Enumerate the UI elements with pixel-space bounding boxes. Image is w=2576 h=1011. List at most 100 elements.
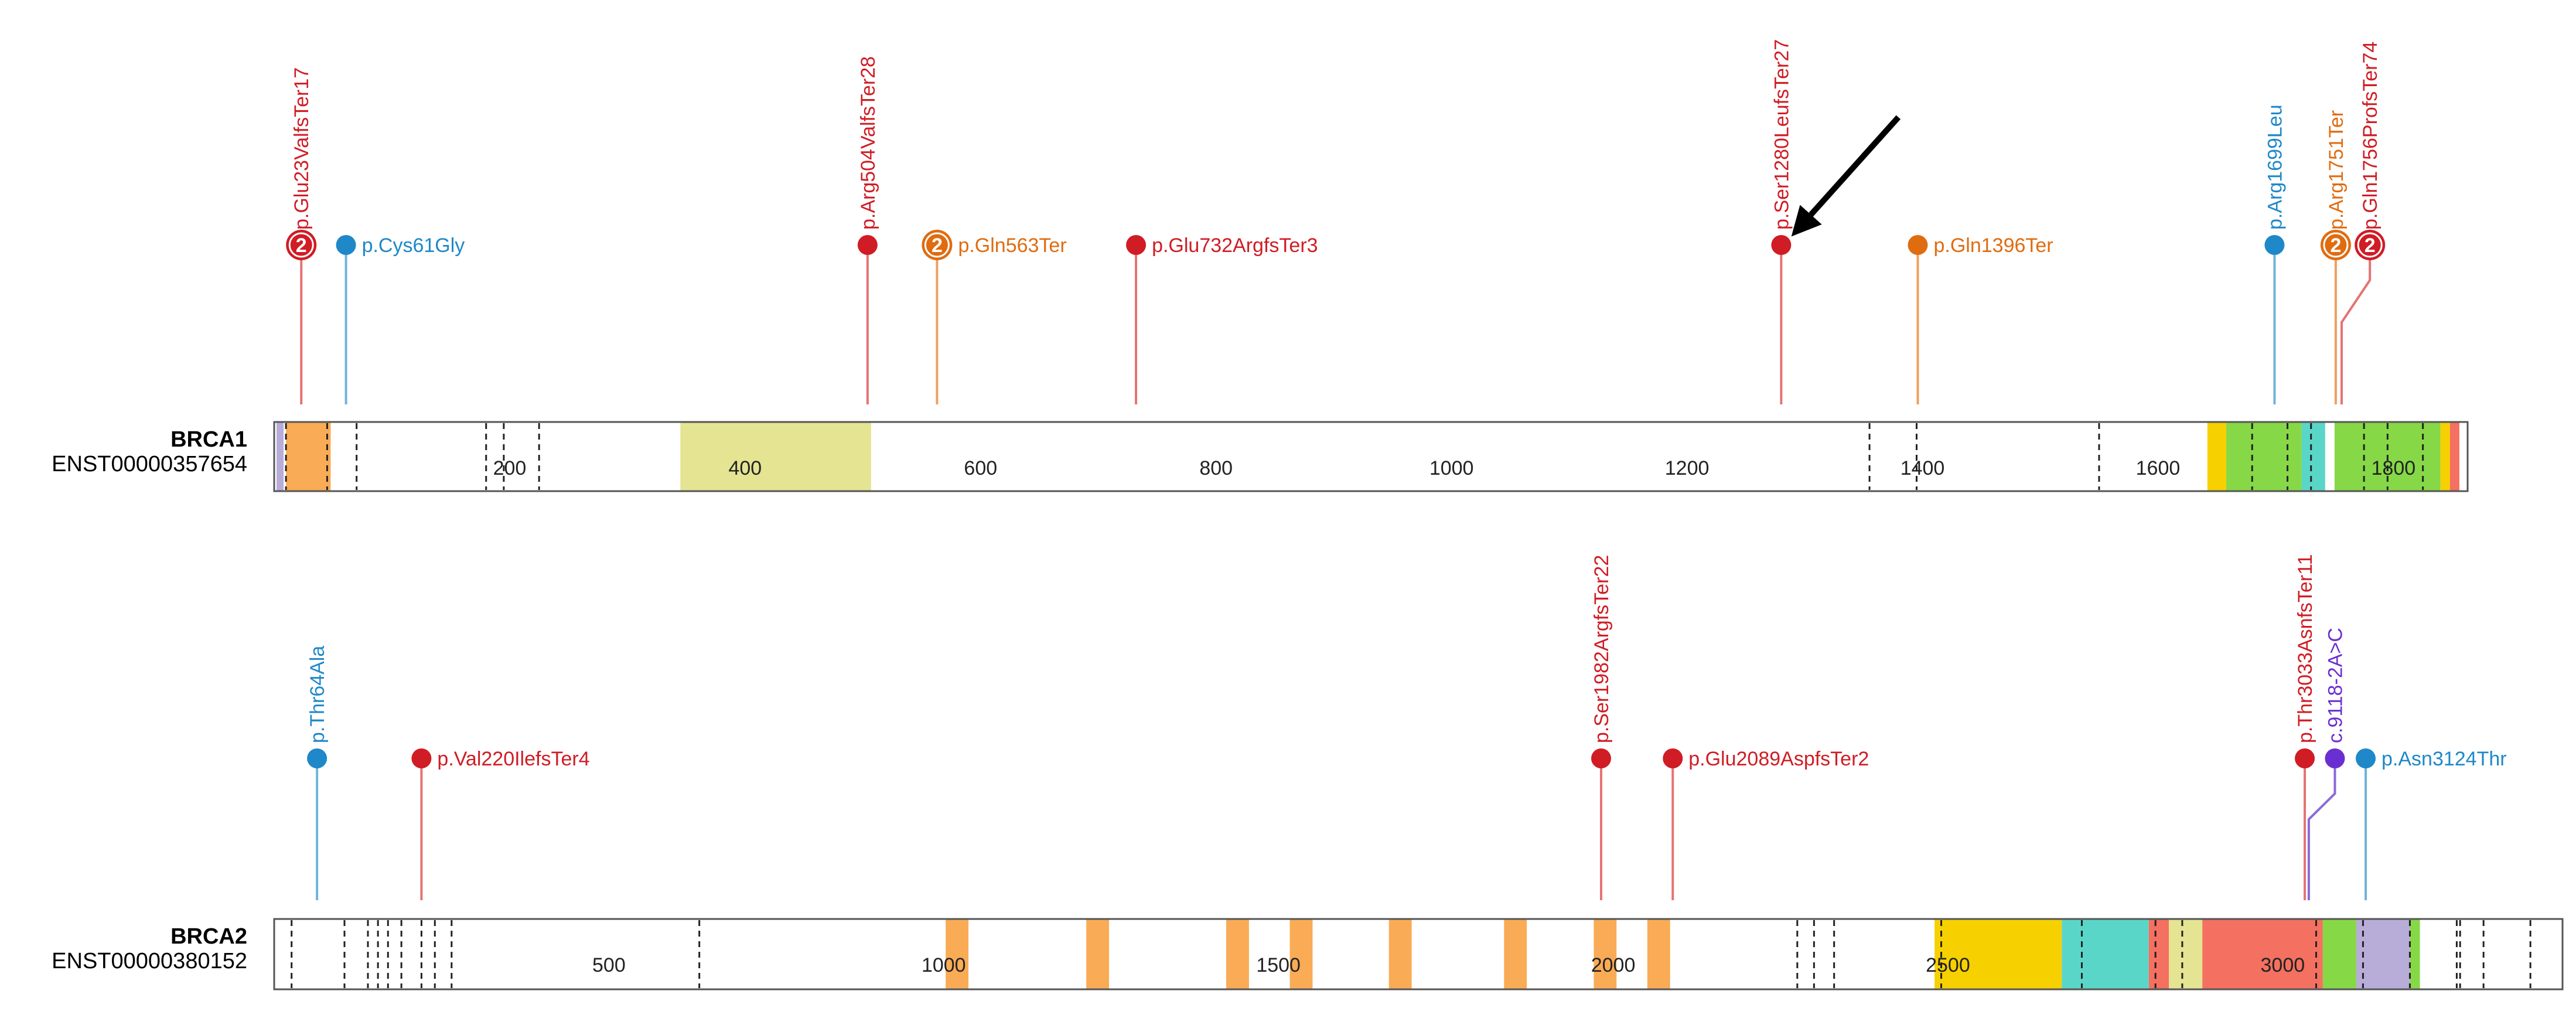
mutation-dot[interactable] [2356,748,2376,768]
mutation-label: p.Thr3033AsnfsTer11 [2294,554,2316,743]
mutation-dot-ring [924,232,950,258]
axis-tick-label: 400 [728,457,762,479]
mutation-dot[interactable] [1908,235,1928,255]
mutation-lollipop[interactable]: p.Glu2089AspfsTer2 [1663,748,1869,900]
mutation-lollipop[interactable]: 2 p.Arg1751Ter [2320,110,2351,404]
mutation-label: p.Glu732ArgfsTer3 [1152,234,1318,257]
protein-domain[interactable] [2148,920,2169,989]
axis-tick-label: 3000 [2261,954,2305,976]
mutation-label: p.Cys61Gly [362,234,465,257]
mutation-dot[interactable] [307,748,327,768]
mutation-lollipop[interactable]: p.Arg1699Leu [2264,104,2286,404]
protein-domain[interactable] [2301,423,2325,491]
mutation-dot[interactable] [1663,748,1683,768]
mutation-lollipop[interactable]: p.Thr64Ala [306,646,329,900]
mutation-dot[interactable] [2325,748,2345,768]
mutation-dot[interactable] [2355,230,2386,260]
transcript-id: ENST00000380152 [52,949,247,973]
protein-domain[interactable] [1504,920,1527,989]
mutation-lollipop[interactable]: p.Gln1396Ter [1908,234,2053,404]
axis-tick-label: 1000 [922,954,966,976]
axis-tick-label: 1800 [2372,457,2416,479]
mutation-label: p.Ser1280LeufsTer27 [1770,39,1793,230]
protein-domain[interactable] [277,423,284,491]
mutation-label: p.Ser1982ArgfsTer22 [1591,555,1613,743]
protein-domain[interactable] [1934,920,2062,989]
protein-domain[interactable] [2322,920,2357,989]
protein-domain[interactable] [1647,920,1670,989]
mutation-label: p.Gln1756ProfsTer74 [2359,42,2381,230]
mutation-lollipop[interactable]: 2 p.Gln563Ter [922,230,1067,404]
mutation-dot[interactable] [286,230,317,260]
mutation-dot[interactable] [1771,235,1792,255]
mutation-dot[interactable] [1126,235,1147,255]
mutation-label: p.Gln1396Ter [1933,234,2053,257]
mutation-dot[interactable] [2264,235,2285,255]
mutation-lollipop[interactable]: p.Glu732ArgfsTer3 [1126,234,1318,404]
mutation-label: p.Thr64Ala [306,646,329,743]
mutation-dot[interactable] [922,230,953,260]
axis-tick-label: 1400 [1901,457,1945,479]
protein-domain[interactable] [1388,920,1412,989]
mutation-dot-ring [2323,232,2349,258]
mutation-count: 2 [932,234,943,257]
transcript-id: ENST00000357654 [52,452,247,476]
mutation-lollipop[interactable]: 2 p.Gln1756ProfsTer74 [2340,42,2386,404]
protein-domain[interactable] [286,423,331,491]
mutation-lollipop[interactable]: p.Asn3124Thr [2356,748,2507,900]
protein-domain[interactable] [680,423,871,491]
axis-tick-label: 1500 [1256,954,1301,976]
protein-domain[interactable] [1226,920,1249,989]
protein-bar-background [274,422,2468,491]
mutation-dot[interactable] [2320,230,2351,260]
mutation-dot-ring [288,232,314,258]
protein-domain[interactable] [2356,920,2410,989]
protein-bar[interactable] [273,918,2564,990]
mutation-lollipop[interactable]: p.Ser1280LeufsTer27 [1770,39,1793,404]
protein-domain[interactable] [2169,920,2203,989]
mutation-label: c.9118-2A>C [2324,628,2346,743]
axis-tick-label: 500 [592,954,626,976]
axis-tick-label: 1000 [1429,457,1474,479]
axis-tick-label: 2500 [1926,954,1970,976]
protein-bar[interactable] [273,421,2469,492]
protein-domain[interactable] [1594,920,1617,989]
axis-tick-label: 200 [493,457,527,479]
mutation-label: p.Asn3124Thr [2381,748,2507,770]
mutation-dot[interactable] [1591,748,1611,768]
mutation-stem [2307,768,2336,900]
mutation-lollipop[interactable]: c.9118-2A>C [2307,628,2347,900]
protein-domain[interactable] [2062,920,2149,989]
mutation-count: 2 [2365,234,2376,257]
mutation-label: p.Glu23ValfsTer17 [291,67,313,230]
mutation-lollipop[interactable]: p.Ser1982ArgfsTer22 [1591,555,1613,900]
mutation-label: p.Glu2089AspfsTer2 [1688,748,1869,770]
mutation-dot[interactable] [857,235,878,255]
protein-domain[interactable] [2207,423,2227,491]
protein-domain[interactable] [2202,920,2323,989]
mutation-dot-ring [2357,232,2383,258]
protein-domain[interactable] [2410,920,2420,989]
protein-domain[interactable] [2226,423,2302,491]
protein-domain[interactable] [2440,423,2450,491]
mutation-label: p.Arg1699Leu [2264,104,2286,230]
gene-symbol: BRCA1 [170,427,247,452]
mutation-lollipop[interactable]: p.Arg504ValfsTer28 [857,56,879,404]
mutation-lollipop[interactable]: p.Thr3033AsnfsTer11 [2294,554,2316,900]
mutation-count: 2 [296,234,307,257]
protein-domain[interactable] [1289,920,1313,989]
mutation-label: p.Gln563Ter [958,234,1066,257]
axis-tick-label: 1600 [2136,457,2181,479]
protein-domain[interactable] [1086,920,1110,989]
mutation-dot[interactable] [411,748,432,768]
mutation-dot[interactable] [2295,748,2315,768]
protein-domain[interactable] [2449,423,2459,491]
mutation-lollipop[interactable]: 2 p.Glu23ValfsTer17 [286,67,317,404]
mutation-lollipop[interactable]: p.Cys61Gly [336,234,465,404]
protein-domain[interactable] [946,920,969,989]
mutation-lollipop[interactable]: p.Val220IlefsTer4 [411,748,590,900]
mutation-dot[interactable] [336,235,356,255]
